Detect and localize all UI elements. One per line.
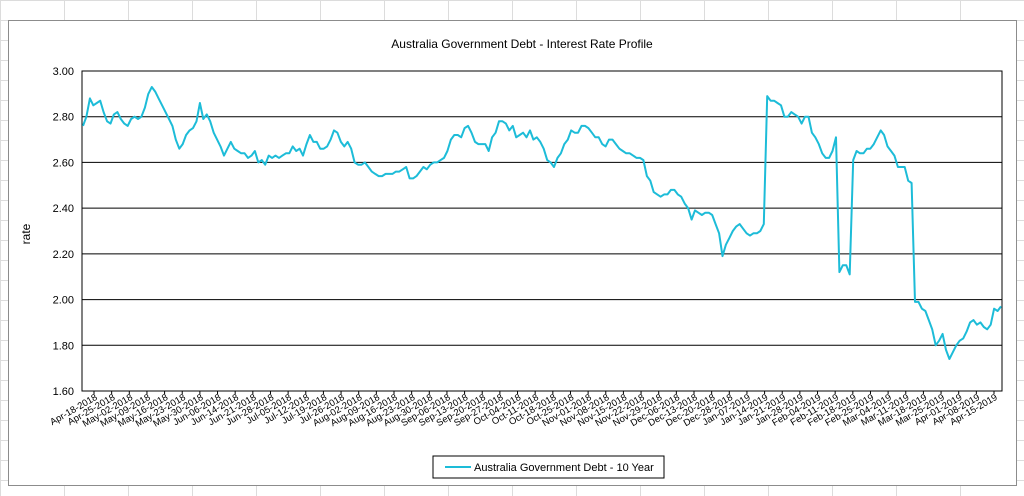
y-tick-label: 3.00 — [53, 66, 74, 78]
y-axis-label: rate — [19, 223, 33, 244]
y-tick-label: 2.20 — [53, 249, 74, 261]
legend-box — [432, 455, 665, 479]
chart-title: Australia Government Debt - Interest Rat… — [391, 37, 653, 51]
x-axis-ticks: Apr-18-2018Apr-25-2018May-02-2018May-09-… — [48, 391, 1000, 430]
y-tick-label: 1.60 — [53, 386, 74, 398]
legend-label: Australia Government Debt - 10 Year — [474, 462, 654, 474]
y-tick-label: 2.40 — [53, 203, 74, 215]
chart-area[interactable]: Australia Government Debt - Interest Rat… — [8, 20, 1017, 486]
y-axis-ticks: 1.60 1.80 2.00 2.20 2.40 2.60 2.80 3.00 — [53, 66, 74, 398]
y-tick-label: 2.60 — [53, 157, 74, 169]
y-tick-label: 2.00 — [53, 295, 74, 307]
y-tick-label: 2.80 — [53, 112, 74, 124]
y-tick-label: 1.80 — [53, 340, 74, 352]
gridlines — [82, 70, 1002, 392]
line-chart: Australia Government Debt - Interest Rat… — [19, 37, 1003, 479]
legend[interactable]: Australia Government Debt - 10 Year — [432, 455, 665, 479]
plot-area — [81, 70, 1003, 392]
series-line-10-year[interactable] — [82, 86, 1002, 360]
